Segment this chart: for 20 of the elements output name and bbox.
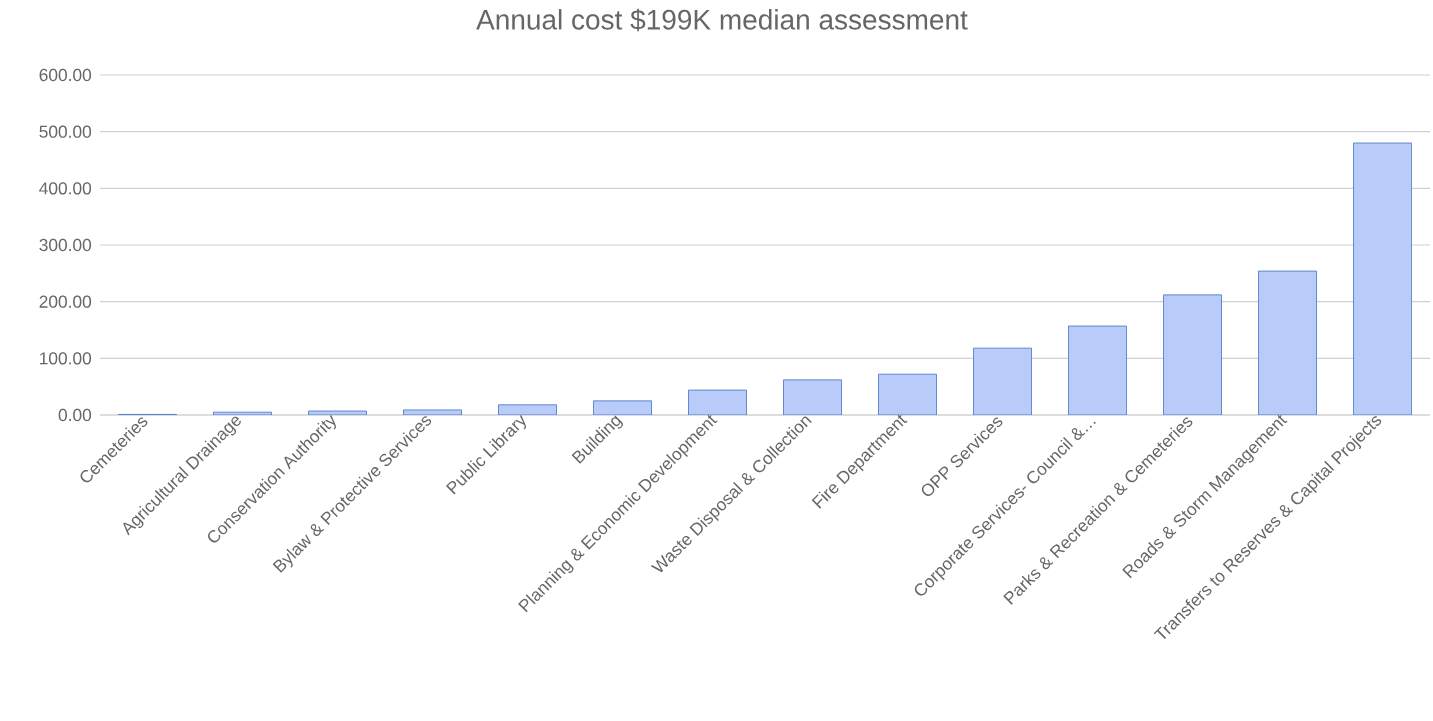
y-tick-label: 100.00: [40, 352, 92, 365]
y-tick-label: 400.00: [39, 182, 92, 195]
y-tick-label: 500.00: [39, 125, 92, 138]
bar: [1258, 270, 1317, 415]
bar: [878, 373, 937, 415]
bar: [213, 411, 272, 415]
bar: [1353, 142, 1412, 415]
bar: [688, 389, 747, 415]
bar: [1163, 294, 1222, 415]
bar: [973, 347, 1032, 415]
bar: [308, 410, 367, 415]
y-tick-label: 200.00: [39, 295, 92, 308]
chart-title: Annual cost $199K median assessment: [476, 8, 968, 32]
bar: [403, 409, 462, 415]
y-tick-label: 300.00: [39, 238, 92, 252]
y-tick-label: 600.00: [39, 68, 92, 82]
bar: [1068, 325, 1127, 415]
bar: [498, 404, 557, 415]
bar: [783, 379, 842, 415]
bar: [593, 400, 652, 415]
